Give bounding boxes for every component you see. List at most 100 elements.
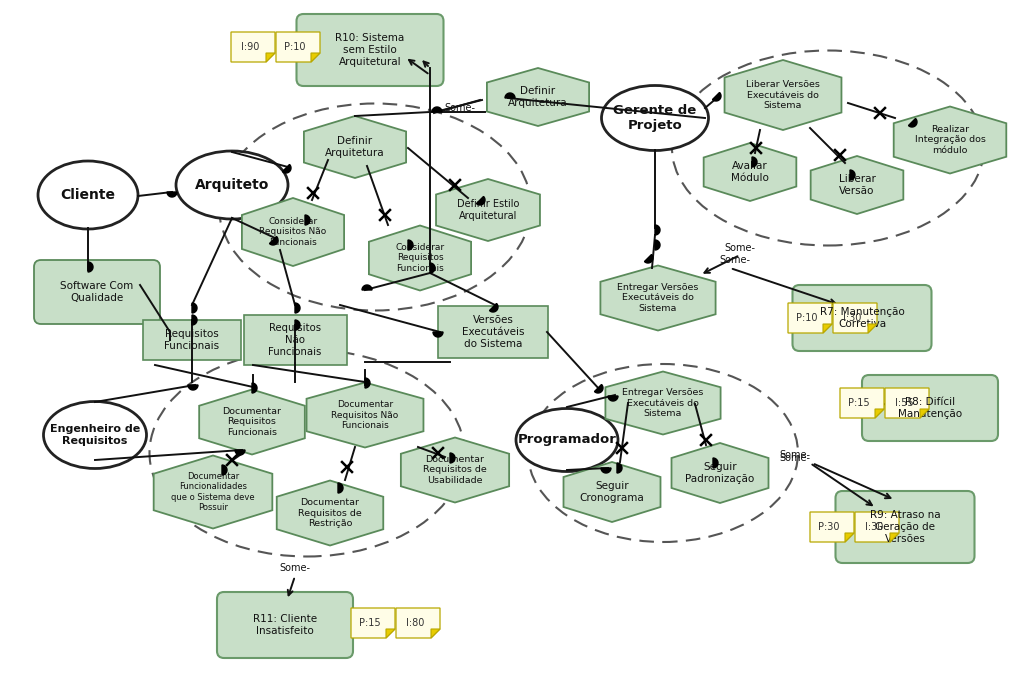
Polygon shape [433,332,443,337]
Bar [438,306,548,358]
Ellipse shape [516,408,618,471]
Text: P:30: P:30 [818,522,840,532]
FancyBboxPatch shape [836,491,975,563]
Polygon shape [489,303,498,312]
Polygon shape [252,383,257,393]
Text: Definir Estilo
Arquitetural: Definir Estilo Arquitetural [457,199,519,221]
Polygon shape [362,285,372,290]
Polygon shape [608,396,618,401]
Polygon shape [188,385,198,390]
Polygon shape [476,196,485,205]
Text: Seguir
Padronização: Seguir Padronização [685,462,755,484]
Polygon shape [920,409,929,418]
Text: P:10: P:10 [285,42,306,52]
Text: Liberar Versões
Executáveis do
Sistema: Liberar Versões Executáveis do Sistema [746,80,820,110]
Polygon shape [88,262,93,272]
Polygon shape [231,32,275,62]
Text: Definir
Arquitetura: Definir Arquitetura [326,137,385,158]
Polygon shape [713,93,721,101]
Ellipse shape [601,86,709,150]
Polygon shape [563,462,660,522]
Polygon shape [242,198,344,266]
Polygon shape [295,320,300,330]
Polygon shape [672,443,768,503]
Polygon shape [311,53,319,62]
Polygon shape [595,384,603,393]
Text: Entregar Versões
Executáveis do
Sistema: Entregar Versões Executáveis do Sistema [617,283,698,313]
Polygon shape [601,468,611,473]
Polygon shape [283,165,291,173]
Text: P:15: P:15 [848,398,869,408]
Ellipse shape [43,401,146,469]
Text: Programador: Programador [517,434,616,447]
Text: Documentar
Requisitos de
Usabilidade: Documentar Requisitos de Usabilidade [423,455,486,485]
Text: R11: Cliente
Insatisfeito: R11: Cliente Insatisfeito [253,614,317,636]
Bar [244,315,346,365]
Polygon shape [840,388,884,418]
Text: Documentar
Funcionalidades
que o Sistema deve
Possuir: Documentar Funcionalidades que o Sistema… [171,472,255,512]
Text: I:30: I:30 [843,313,861,323]
Polygon shape [811,156,903,214]
Polygon shape [810,512,854,542]
Text: R9: Atraso na
Geração de
Versões: R9: Atraso na Geração de Versões [869,510,940,543]
FancyBboxPatch shape [862,375,998,441]
Text: Entregar Versões
Executáveis do
Sistema: Entregar Versões Executáveis do Sistema [623,388,703,418]
Polygon shape [234,450,245,455]
Text: Considerar
Requisitos Não
Funcionais: Considerar Requisitos Não Funcionais [259,217,327,247]
Polygon shape [400,438,509,503]
Text: I:90: I:90 [241,42,259,52]
Polygon shape [430,263,435,273]
Text: Software Com
Qualidade: Software Com Qualidade [60,281,133,303]
Polygon shape [833,303,877,333]
Text: P:15: P:15 [359,618,381,628]
Polygon shape [890,533,899,542]
Text: R10: Sistema
sem Estilo
Arquitetural: R10: Sistema sem Estilo Arquitetural [336,34,404,67]
Polygon shape [644,255,653,263]
Polygon shape [450,453,455,463]
Text: Some-: Some- [444,103,475,113]
Polygon shape [369,226,471,290]
Polygon shape [432,107,442,112]
Polygon shape [436,179,540,241]
Ellipse shape [176,151,288,219]
Polygon shape [154,456,272,528]
Polygon shape [655,225,660,235]
Text: Some-: Some- [779,453,811,463]
Polygon shape [266,53,275,62]
Polygon shape [269,237,278,245]
Polygon shape [885,388,929,418]
Text: R8: Difícil
Manutenção: R8: Difícil Manutenção [898,397,963,418]
Polygon shape [222,465,227,475]
Polygon shape [304,116,407,178]
Bar [143,320,241,360]
Polygon shape [338,483,343,493]
Polygon shape [845,533,854,542]
Polygon shape [167,192,177,197]
Polygon shape [655,240,660,250]
Polygon shape [431,629,440,638]
Polygon shape [752,157,757,167]
Text: Realizar
Integração dos
módulo: Realizar Integração dos módulo [914,125,985,155]
Polygon shape [305,215,310,225]
Text: R7: Manutenção
Corretiva: R7: Manutenção Corretiva [819,307,904,329]
Text: Engenheiro de
Requisitos: Engenheiro de Requisitos [50,424,140,446]
Polygon shape [193,315,197,325]
Polygon shape [365,378,370,388]
Text: P:10: P:10 [797,313,818,323]
Text: I:80: I:80 [406,618,424,628]
FancyBboxPatch shape [34,260,160,324]
Polygon shape [850,170,855,180]
Text: I:55: I:55 [895,398,913,408]
Text: Some-: Some- [779,450,811,460]
Text: Arquiteto: Arquiteto [195,178,269,192]
Polygon shape [617,463,622,473]
Polygon shape [868,324,877,333]
Polygon shape [713,458,718,468]
Polygon shape [408,240,413,250]
Ellipse shape [38,161,138,229]
Text: Gerente de
Projeto: Gerente de Projeto [613,104,696,132]
Polygon shape [874,409,884,418]
Polygon shape [396,608,440,638]
Polygon shape [600,265,716,331]
Polygon shape [386,629,395,638]
